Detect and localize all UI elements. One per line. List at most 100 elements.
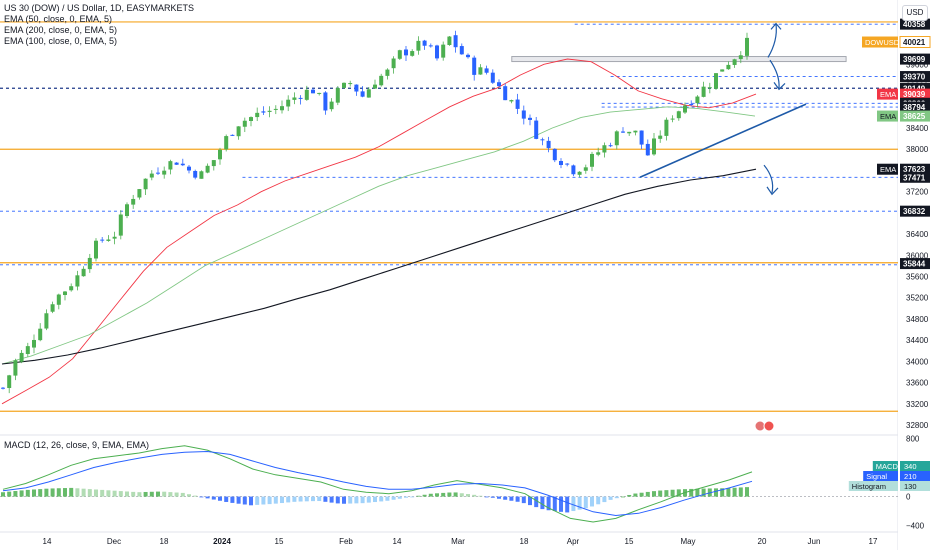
candle-body (100, 239, 105, 241)
candle-body (428, 45, 433, 47)
macd-histogram-bar (261, 496, 266, 505)
macd-histogram-bar (745, 487, 749, 497)
candle-body (738, 55, 743, 60)
ema-200-line (1, 168, 757, 365)
candle-body (56, 294, 61, 305)
macd-badge-label: Histogram (852, 482, 886, 491)
candle-body (484, 68, 489, 73)
candle-body (329, 101, 334, 110)
macd-histogram-bar (69, 487, 74, 497)
candle-body (379, 75, 384, 86)
candle-body (168, 161, 173, 170)
macd-histogram-bar (311, 496, 315, 502)
y-tick-label: 37200 (906, 188, 929, 197)
macd-histogram-bar (199, 496, 204, 498)
x-tick-label: 17 (869, 537, 878, 546)
candle-body (19, 352, 24, 362)
macd-histogram-bar (416, 495, 421, 497)
candle-body (348, 83, 353, 85)
y-tick-label: 33600 (906, 379, 929, 388)
price-tag-bg (877, 110, 898, 122)
price-tag-bg (862, 36, 898, 48)
macd-histogram-bar (143, 491, 148, 497)
y-tick-label: 34000 (906, 357, 929, 366)
macd-histogram-bar (484, 496, 489, 498)
macd-histogram-bar (701, 488, 706, 497)
macd-histogram-bar (559, 496, 563, 512)
candle-body (577, 171, 582, 175)
y-tick-label: 35600 (906, 273, 929, 282)
macd-histogram-bar (249, 496, 253, 506)
candle-body (323, 92, 328, 111)
macd-histogram-bar (292, 496, 297, 502)
macd-histogram-bar (156, 491, 160, 497)
candle-body (342, 82, 346, 88)
macd-histogram-bar (404, 496, 408, 498)
candle-body (627, 131, 632, 134)
macd-histogram-bar (627, 494, 632, 497)
currency-button[interactable]: USD (902, 5, 928, 21)
macd-histogram-bar (676, 489, 681, 497)
macd-histogram-bar (7, 491, 12, 497)
candle-body (373, 84, 377, 89)
price-label-38794: 38794 (903, 103, 926, 112)
macd-histogram-bar (106, 490, 111, 497)
candle-body (515, 99, 520, 109)
price-label-39699: 39699 (903, 55, 926, 64)
candle-body (224, 136, 229, 150)
candle-body (149, 173, 154, 178)
candle-body (490, 72, 495, 83)
macd-tick-label: −400 (906, 522, 925, 531)
macd-histogram-bar (360, 496, 365, 504)
ema-100-legend[interactable]: EMA (100, close, 0, EMA, 5) (4, 36, 118, 46)
macd-histogram-bar (44, 488, 49, 497)
ema-200-legend[interactable]: EMA (200, close, 0, EMA, 5) (4, 25, 118, 35)
event-icon (763, 420, 775, 432)
y-tick-label: 33200 (906, 400, 929, 409)
macd-histogram-bar (528, 496, 532, 506)
macd-histogram-bar (590, 496, 594, 507)
price-label-39370: 39370 (903, 73, 926, 82)
macd-histogram-bar (354, 496, 359, 504)
macd-histogram-bar (13, 491, 18, 497)
macd-histogram-bar (466, 494, 470, 497)
candle-body (280, 106, 284, 111)
macd-title[interactable]: MACD (12, 26, close, 9, EMA, EMA) (4, 440, 150, 450)
candle-body (664, 119, 669, 136)
macd-histogram-bar (472, 494, 477, 497)
ema-50-legend[interactable]: EMA (50, close, 0, EMA, 5) (4, 14, 113, 24)
macd-histogram-bar (211, 496, 216, 500)
price-label-bg (900, 71, 930, 83)
candle-body (459, 46, 464, 55)
macd-histogram-bar (497, 496, 501, 499)
macd-histogram-bar (224, 496, 229, 502)
symbol-title[interactable]: US 30 (DOW) / US Dollar, 1D, EASYMARKETS (4, 3, 195, 13)
candle-body (354, 84, 359, 92)
macd-histogram-bar (56, 488, 61, 497)
macd-histogram-bar (267, 496, 272, 505)
macd-histogram-bar (187, 494, 191, 497)
signal-line (2, 450, 753, 517)
price-tag-ema: EMA (880, 165, 896, 174)
candle-body (360, 91, 365, 97)
candle-body (242, 120, 247, 127)
candle-body (559, 160, 563, 165)
macd-histogram-bar (652, 491, 656, 497)
macd-histogram-bar (397, 496, 402, 499)
macd-tick-label: 0 (906, 493, 911, 502)
x-tick-label: 2024 (213, 537, 231, 546)
ema-100-line (1, 106, 756, 365)
macd-histogram-bar (726, 488, 731, 497)
candle-body (366, 89, 371, 98)
macd-histogram-bar (174, 492, 179, 497)
macd-histogram-bar (317, 496, 322, 502)
candle-body (335, 88, 340, 103)
macd-histogram-bar (596, 496, 601, 505)
price-label-35844: 35844 (903, 260, 926, 269)
candle-body (608, 145, 613, 147)
candle-body (583, 167, 588, 171)
macd-histogram-bar (540, 496, 545, 510)
candle-body (50, 304, 55, 312)
